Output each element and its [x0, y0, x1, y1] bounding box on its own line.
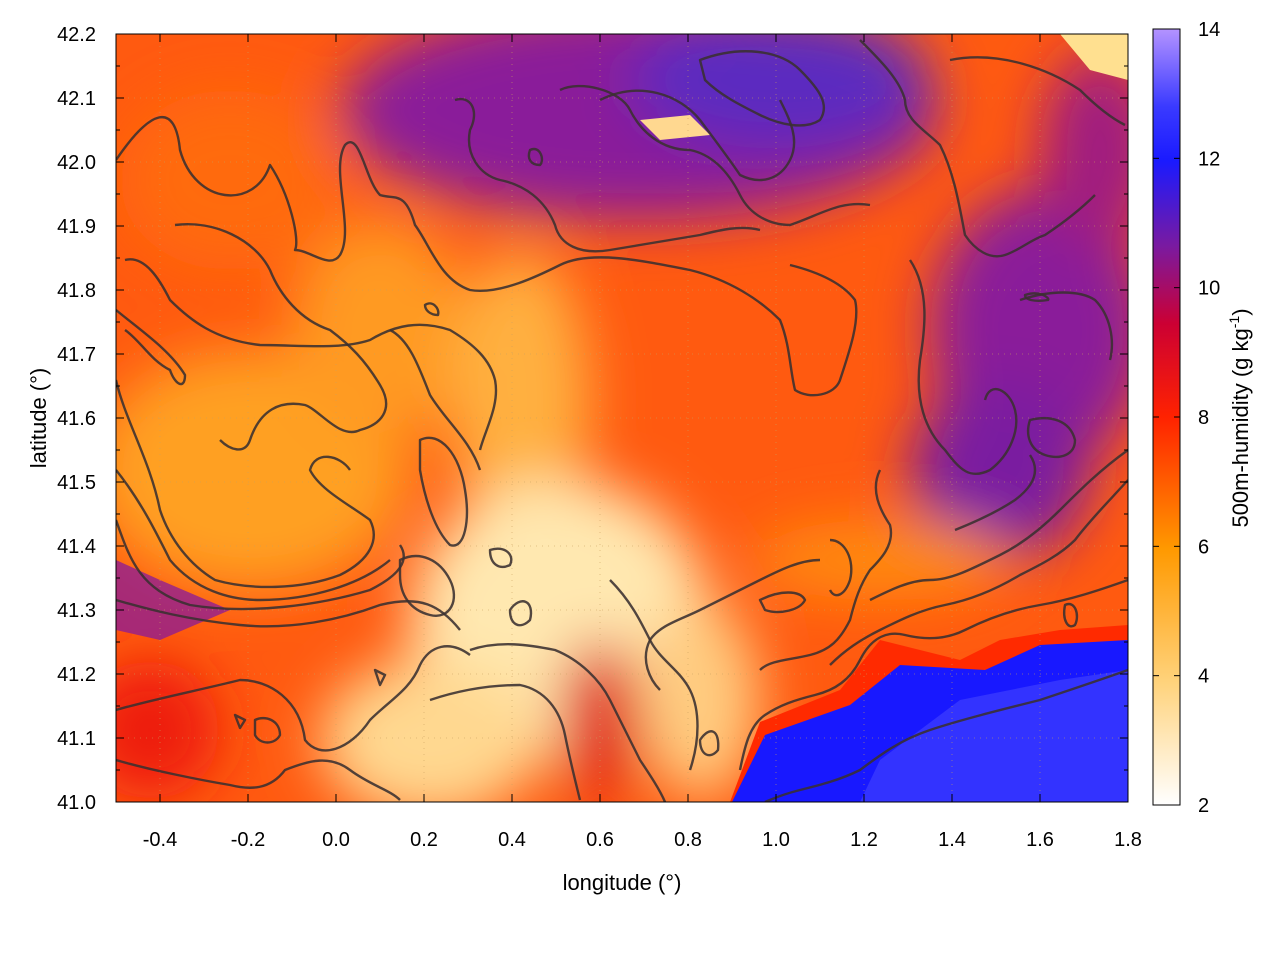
colorbar-tick-label: 14 — [1198, 19, 1220, 41]
y-axis-label: latitude (°) — [26, 368, 51, 469]
contour-line — [949, 56, 1126, 127]
x-tick-label: 1.0 — [762, 829, 790, 851]
contour-line — [764, 668, 1128, 802]
x-tick-label: 0.6 — [586, 829, 614, 851]
contour-line — [233, 713, 247, 730]
contour-line — [116, 598, 461, 631]
contour-line — [828, 538, 853, 597]
y-axis: 41.0 41.1 41.2 41.3 41.4 41.5 41.6 41.7 41.8 41.9… — [57, 24, 1128, 814]
contour-line — [559, 84, 871, 227]
contour-line — [429, 683, 582, 801]
contour-line — [373, 668, 387, 687]
contour-line — [1019, 291, 1114, 361]
contour-line — [738, 578, 1128, 771]
colorbar-tick-label: 6 — [1198, 536, 1209, 558]
y-tick-label: 41.7 — [57, 344, 96, 366]
contour-line — [527, 147, 544, 167]
x-tick-label: 1.6 — [1026, 829, 1054, 851]
contour-line — [759, 469, 893, 671]
y-tick-label: 41.0 — [57, 792, 96, 814]
contour-line — [116, 379, 375, 589]
humidity-field — [116, 34, 1128, 802]
colorbar-tick-label: 2 — [1198, 795, 1209, 817]
y-tick-label: 41.2 — [57, 664, 96, 686]
y-tick-label: 41.4 — [57, 536, 96, 558]
colorbar: 2 4 6 8 10 12 14 — [1152, 19, 1220, 817]
x-tick-label: 0.4 — [498, 829, 526, 851]
contour-line — [253, 716, 282, 744]
x-axis-label: longitude (°) — [563, 870, 682, 895]
contour-line — [1063, 602, 1079, 628]
x-tick-label: 1.8 — [1114, 829, 1142, 851]
y-tick-label: 41.9 — [57, 216, 96, 238]
y-tick-label: 42.1 — [57, 88, 96, 110]
contour-line — [869, 449, 1128, 602]
contour-line — [116, 309, 187, 386]
contour-line — [116, 758, 401, 801]
y-tick-label: 41.3 — [57, 600, 96, 622]
x-tick-label: 1.4 — [938, 829, 966, 851]
contour-line — [423, 302, 440, 317]
contour-line — [954, 454, 1037, 532]
contour-line — [1026, 417, 1077, 459]
contour-line — [116, 519, 405, 611]
x-tick-label: 0.2 — [410, 829, 438, 851]
contour-line — [116, 645, 471, 752]
contour-line — [698, 50, 826, 127]
contour-line — [454, 97, 761, 253]
contour-line — [389, 328, 482, 471]
contour-lines — [116, 39, 1128, 802]
contour-line — [1023, 292, 1050, 302]
colorbar-ticks: 2 4 6 8 10 12 14 — [1153, 19, 1220, 817]
contour-line — [488, 547, 513, 569]
y-tick-label: 41.1 — [57, 728, 96, 750]
contour-line — [698, 730, 720, 757]
contour-line — [508, 600, 533, 627]
contour-line — [909, 259, 1018, 476]
colorbar-tick-label: 10 — [1198, 278, 1220, 300]
colorbar-label-superscript: -1 — [1226, 316, 1242, 329]
contour-line — [124, 258, 498, 451]
colorbar-tick-label: 4 — [1198, 666, 1209, 688]
contour-line — [174, 223, 388, 451]
contour-line — [469, 643, 667, 802]
contour-line — [599, 89, 796, 182]
contour-line — [609, 579, 699, 771]
contour-line — [829, 479, 1128, 666]
x-tick-label: -0.4 — [143, 829, 177, 851]
y-tick-label: 42.2 — [57, 24, 96, 46]
y-tick-label: 41.6 — [57, 408, 96, 430]
contour-line — [644, 558, 821, 691]
contour-line — [116, 469, 391, 602]
x-tick-label: 1.2 — [850, 829, 878, 851]
y-tick-label: 41.5 — [57, 472, 96, 494]
contour-line — [398, 554, 456, 617]
y-tick-label: 42.0 — [57, 152, 96, 174]
colorbar-label-end: ) — [1228, 308, 1253, 315]
contour-line — [758, 591, 807, 614]
contour-line — [116, 116, 858, 397]
contour-line — [859, 39, 1096, 258]
y-tick-label: 41.8 — [57, 280, 96, 302]
x-tick-label: 0.8 — [674, 829, 702, 851]
colorbar-tick-label: 12 — [1198, 148, 1220, 170]
colorbar-tick-label: 8 — [1198, 407, 1209, 429]
colorbar-label: 500m-humidity (g kg-1) — [1226, 308, 1253, 527]
x-tick-label: -0.2 — [231, 829, 265, 851]
x-axis: -0.4 -0.2 0.0 0.2 0.4 0.6 0.8 1.0 1.2 1.4 1.6 1.8 — [143, 34, 1142, 851]
contour-line — [418, 436, 469, 547]
x-tick-label: 0.0 — [322, 829, 350, 851]
colorbar-label-base: 500m-humidity (g kg — [1228, 328, 1253, 527]
